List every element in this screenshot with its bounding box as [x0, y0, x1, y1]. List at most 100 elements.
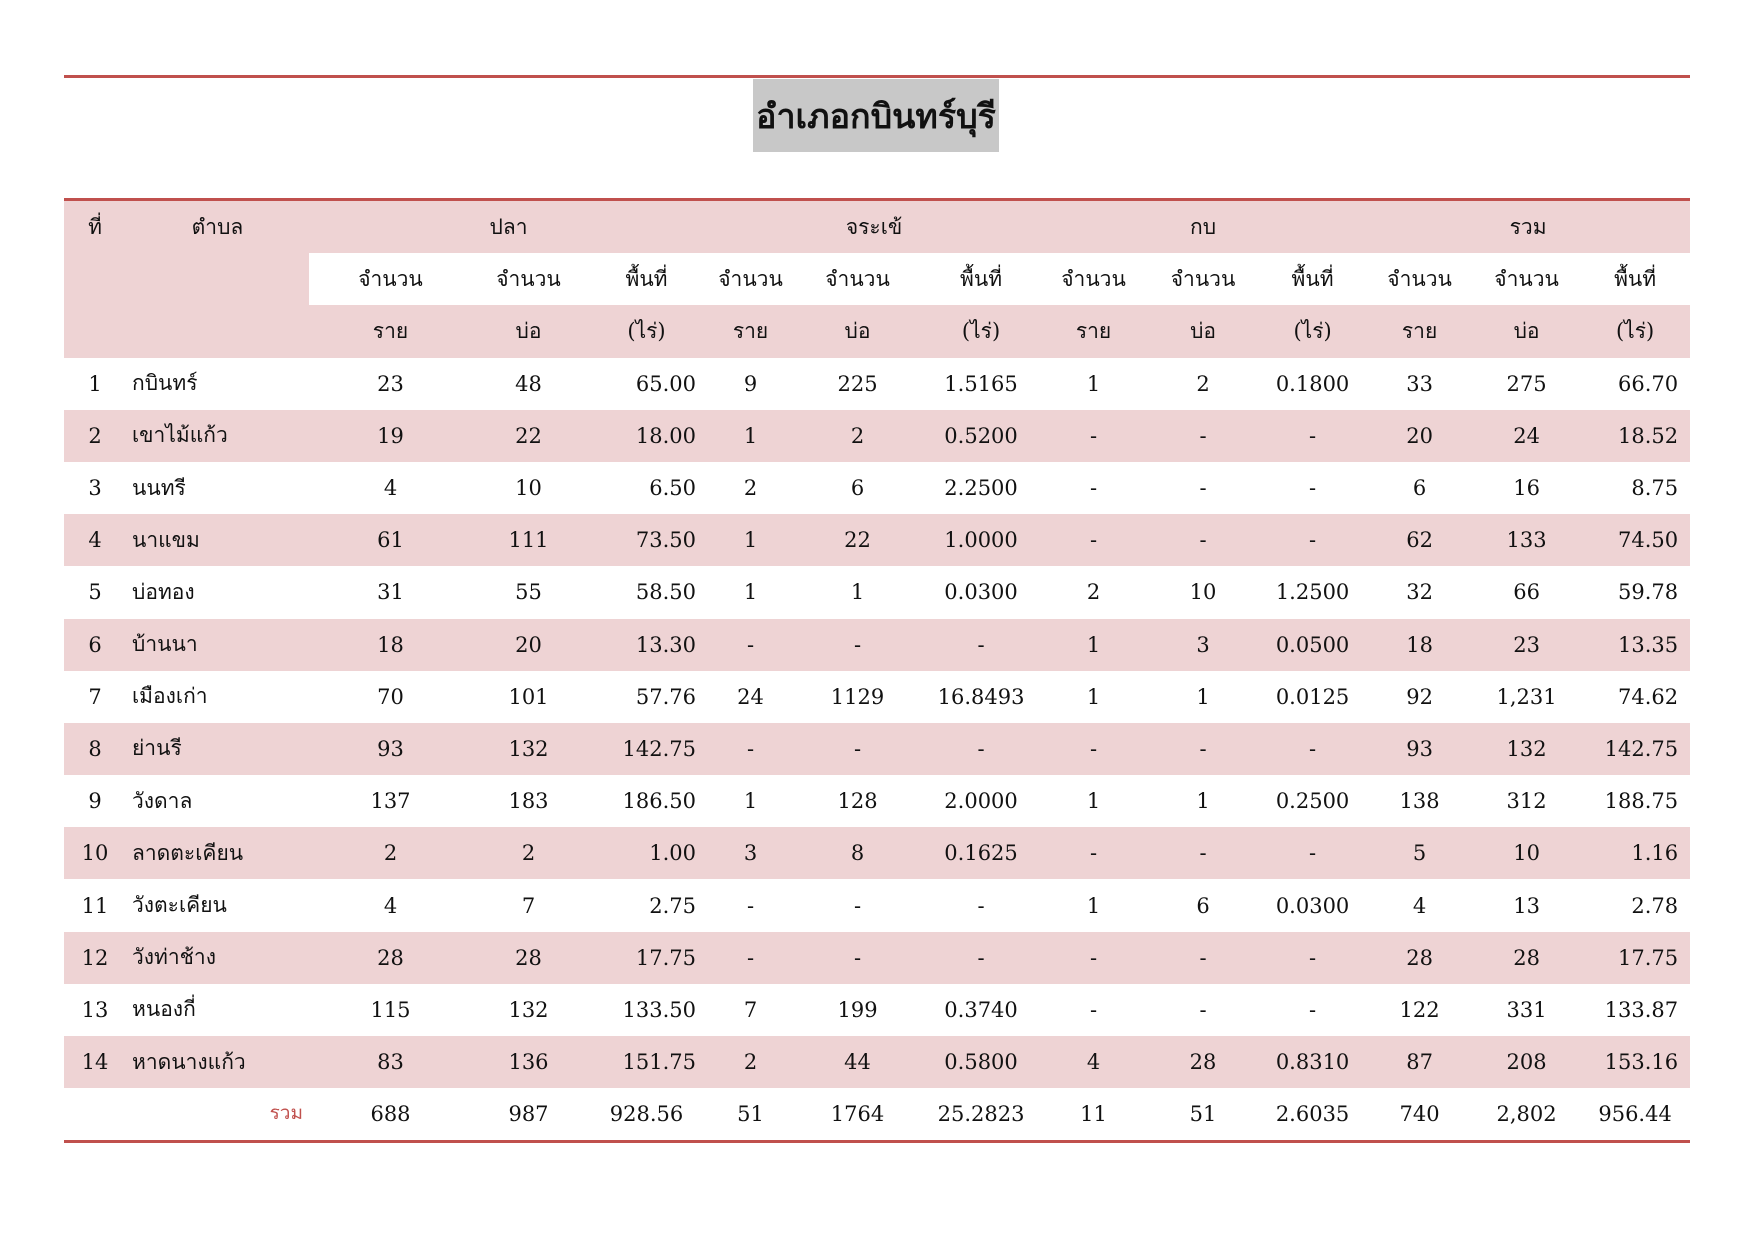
table-row: 1 กบินทร์ 23 48 65.00 9 225 1.5165 1 2 0.1800 33 275… — [64, 358, 1690, 410]
cell-value: 4 — [1040, 1036, 1148, 1089]
cell-value: - — [1259, 409, 1367, 462]
cell-value: 4 — [1412, 893, 1427, 918]
cell-value: 93 — [309, 722, 472, 776]
total-value: 740 — [1399, 1102, 1440, 1127]
tambon-name: หนองกี่ — [132, 997, 196, 1022]
total-value: 928.56 — [609, 1102, 684, 1127]
cell-value: 13.30 — [585, 618, 709, 671]
cell-value: - — [1259, 722, 1367, 776]
cell-value: 0.3740 — [944, 997, 1018, 1022]
table-top-rule — [64, 198, 1690, 201]
cell-value: 93 — [1366, 722, 1474, 776]
cell-value: 73.50 — [585, 514, 709, 567]
cell-value: 1 — [1196, 789, 1210, 814]
cell-value: 28 — [472, 931, 585, 984]
total-row: รวม 688 987 928.56 51 1764 25.2823 11 51 2.6035 74… — [64, 1088, 1690, 1140]
cell-value: - — [1309, 476, 1317, 501]
cell-value: 133.50 — [622, 997, 697, 1022]
cell-value: 4 — [383, 893, 398, 918]
cell-value: 0.8310 — [1259, 1036, 1367, 1089]
cell-value: 128 — [837, 789, 878, 814]
tambon-name: นาแขม — [126, 514, 309, 567]
cell-value: 5 — [1366, 827, 1474, 880]
table-row: 3 นนทรี 4 10 6.50 2 6 2.2500 - - - 6 16 8.75 — [64, 462, 1690, 514]
cell-value: 18.00 — [585, 409, 709, 462]
header-group-2: กบ — [1040, 201, 1367, 254]
header-sub2: ราย — [1366, 305, 1474, 358]
top-rule — [64, 75, 1690, 78]
cell-value: - — [1040, 827, 1148, 880]
cell-value: 6 — [850, 476, 865, 501]
header-sub1: พื้นที่ — [1580, 253, 1691, 306]
total-value: 51 — [1189, 1102, 1217, 1127]
cell-value: 58.50 — [635, 580, 697, 605]
cell-value: 28 — [1366, 931, 1474, 984]
cell-value: - — [1259, 827, 1367, 880]
cell-value: - — [1199, 997, 1207, 1022]
cell-value: 1 — [1086, 789, 1101, 814]
cell-value: 138 — [1399, 789, 1440, 814]
cell-value: 1.0000 — [922, 514, 1041, 567]
tambon-name: บ้านนา — [126, 618, 309, 671]
header-sub2: (ไร่) — [1259, 305, 1367, 358]
cell-value: 199 — [837, 997, 878, 1022]
cell-value: 0.0125 — [1275, 684, 1350, 709]
cell-value: 136 — [472, 1036, 585, 1089]
cell-value: - — [1147, 409, 1260, 462]
header-sub1: จำนวน — [1040, 253, 1148, 306]
cell-value: 1.00 — [585, 827, 709, 880]
header-sub1: จำนวน — [309, 253, 472, 306]
row-number: 11 — [81, 893, 109, 918]
cell-value: 7 — [743, 997, 758, 1022]
cell-value: 2 — [309, 827, 472, 880]
row-number: 5 — [88, 580, 102, 605]
total-value: 2,802 — [1496, 1102, 1557, 1127]
total-value: 11 — [1080, 1102, 1107, 1127]
header-sub1: จำนวน — [472, 253, 585, 306]
cell-value: 28 — [1473, 931, 1581, 984]
cell-value: 33 — [1406, 371, 1433, 396]
table-row: 8 ย่านรี 93 132 142.75- - - - - -93 132 142.75 — [64, 722, 1691, 776]
header-group-1: จระเข้ — [708, 201, 1041, 254]
cell-value: - — [1147, 827, 1260, 880]
cell-value: 87 — [1366, 1036, 1474, 1089]
cell-value: 23 — [377, 371, 404, 396]
cell-value: 20 — [472, 618, 585, 671]
title-box: อำเภอกบินทร์บุรี — [753, 79, 999, 152]
cell-value: - — [853, 893, 862, 918]
cell-value: 17.75 — [585, 931, 709, 984]
header-sub2: บ่อ — [793, 305, 923, 358]
cell-value: 111 — [472, 514, 585, 567]
cell-value: 1 — [1086, 684, 1101, 709]
header-tambon: ตำบล — [126, 201, 309, 254]
cell-value: - — [1040, 514, 1148, 567]
cell-value: 132 — [472, 722, 585, 776]
cell-value: 142.75 — [1580, 722, 1691, 776]
tambon-name: กบินทร์ — [132, 371, 198, 396]
table-row: 11 วังตะเคียน 4 7 2.75 - - - 1 6 0.0300 4 13 2.78 — [64, 879, 1690, 931]
total-value: 51 — [737, 1102, 764, 1127]
cell-value: 20 — [1366, 409, 1474, 462]
table-body: ที่ ตำบล ปลา จระเข้ กบ รวม จำนวน จำนวน พื้นที่ จำ… — [64, 201, 1691, 1140]
cell-value: 22 — [793, 514, 923, 567]
header-blank — [64, 305, 126, 358]
cell-value: 183 — [508, 789, 549, 814]
cell-value: - — [1089, 997, 1098, 1022]
header-blank — [126, 305, 309, 358]
cell-value: 1 — [1040, 618, 1148, 671]
cell-value: 188.75 — [1604, 789, 1679, 814]
cell-value: 186.50 — [622, 789, 697, 814]
cell-value: 101 — [508, 684, 549, 709]
cell-value: 132 — [508, 997, 549, 1022]
cell-value: 142.75 — [585, 722, 709, 776]
cell-value: 13.35 — [1580, 618, 1691, 671]
cell-value: 10 — [1473, 827, 1581, 880]
header-sub2: (ไร่) — [1580, 305, 1691, 358]
cell-value: 24 — [1473, 409, 1581, 462]
cell-value: 1 — [1086, 371, 1101, 396]
cell-value: 1 — [1196, 684, 1210, 709]
total-value: 688 — [370, 1102, 411, 1127]
header-blank — [64, 253, 126, 306]
cell-value: 32 — [1406, 580, 1433, 605]
cell-value: 2.0000 — [944, 789, 1018, 814]
